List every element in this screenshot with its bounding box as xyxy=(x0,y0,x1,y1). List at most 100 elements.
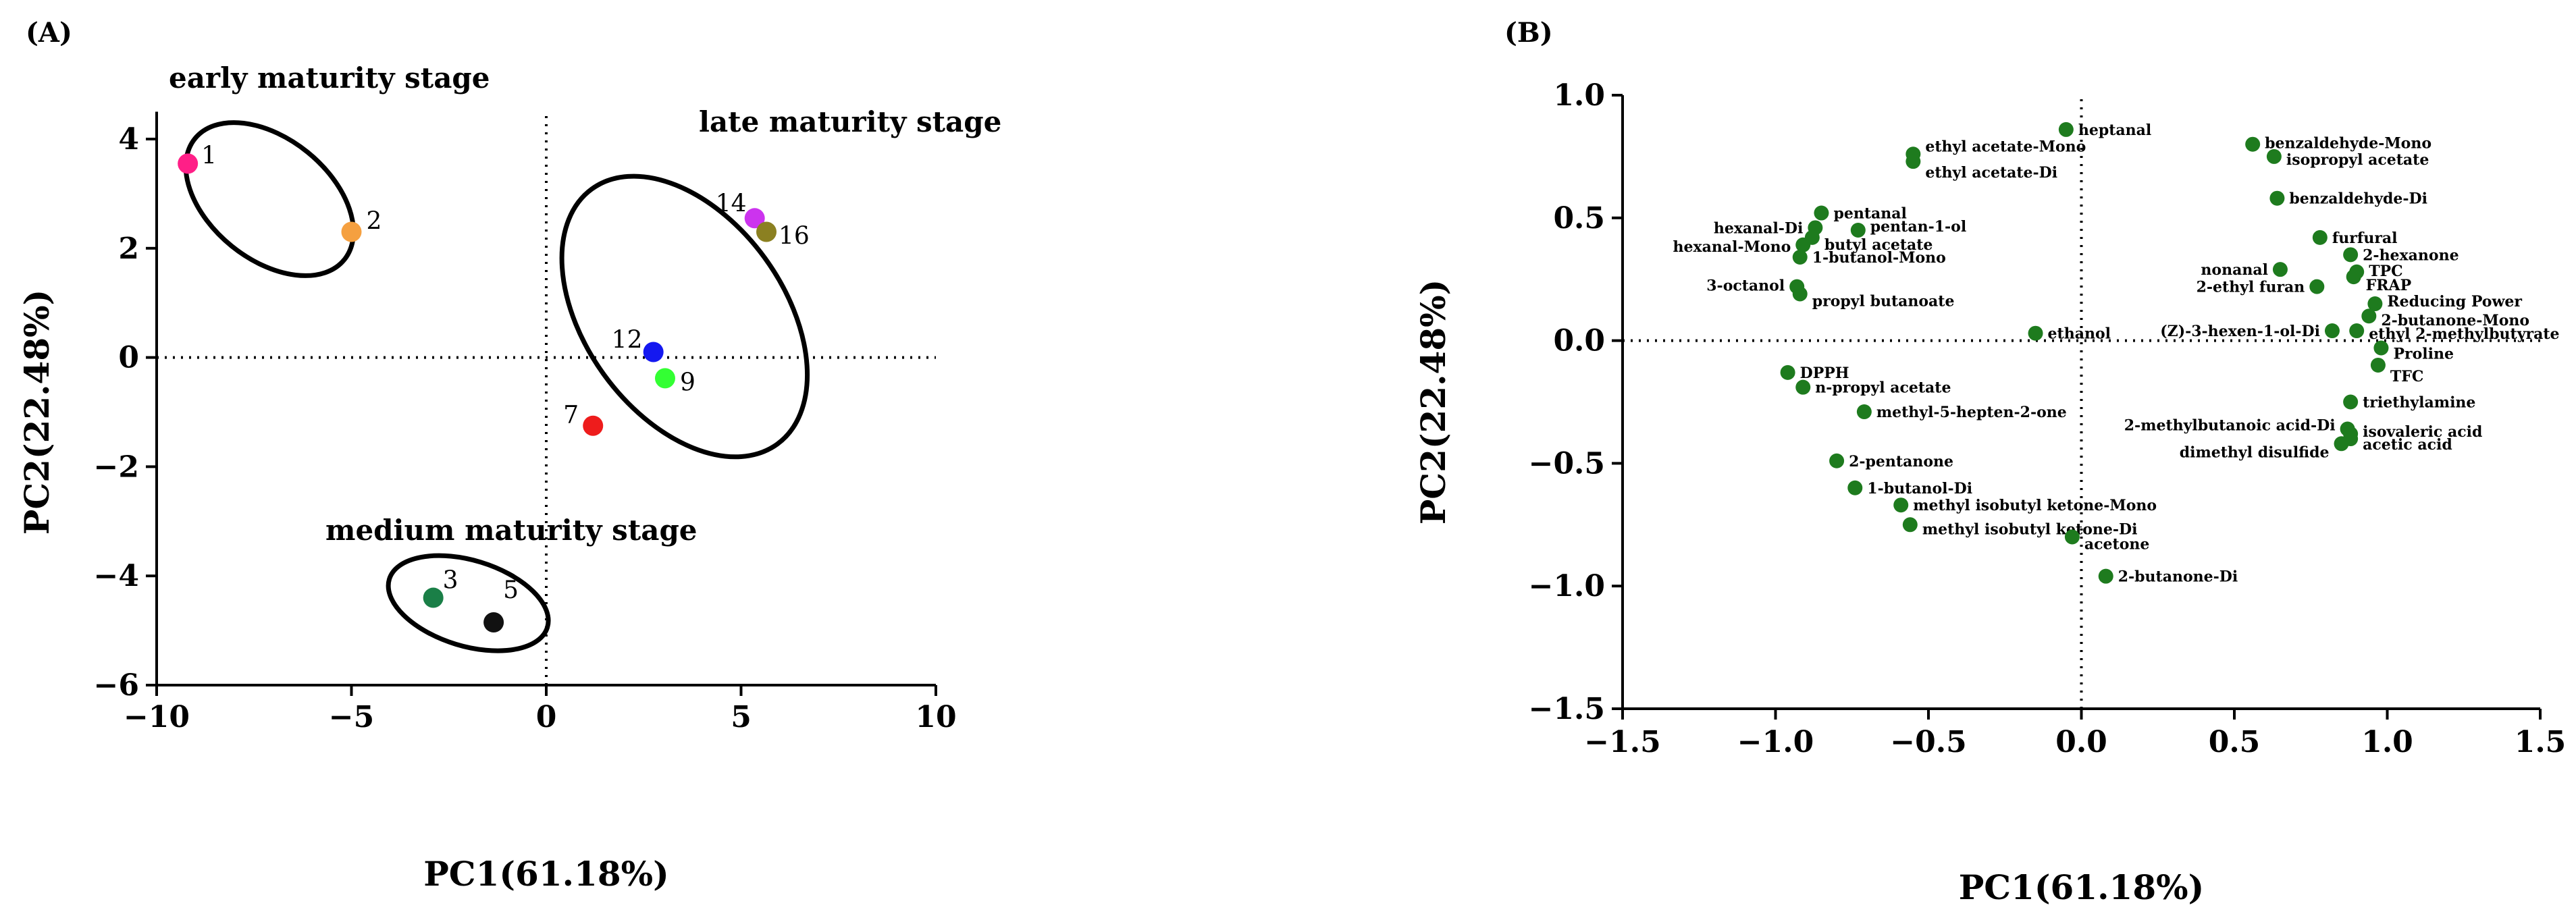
loading-point-methyl-5-hepten-2-one xyxy=(1856,404,1872,420)
loading-label-tpc: TPC xyxy=(2369,263,2402,280)
loading-point-2-butanone-di xyxy=(2098,568,2113,584)
sample-point-9 xyxy=(654,368,675,389)
loading-label-frap: FRAP xyxy=(2366,277,2412,294)
y-axis-title: PC2(22.48%) xyxy=(17,290,57,535)
late-maturity-stage-ellipse xyxy=(559,173,810,460)
loading-label-ethyl-acetate-di: ethyl acetate-Di xyxy=(1925,164,2057,182)
loading-label-2-ethyl-furan: 2-ethyl furan xyxy=(2197,279,2305,296)
loading-label-methyl-isobutyl-ketone-di: methyl isobutyl ketone-Di xyxy=(1922,520,2138,538)
loading-label-proline: Proline xyxy=(2393,346,2454,363)
loading-label-pentanal: pentanal xyxy=(1833,205,1906,223)
loading-plot-panel: (B) −1.5 −1.0 −0.5 0.0 0.5 1.0 1.5 −1.5 −1.0 −0.5 0… xyxy=(1413,17,2566,907)
x-tick-label: −10 xyxy=(124,700,190,734)
score-plot-panel: (A) −10 −5 0 5 10 −6 −4 −2 0 2 4 PC1(61.18%) PC2(22.4… xyxy=(17,17,1001,894)
x-tick-label: 5 xyxy=(731,700,752,734)
loading-label-ethyl-acetate-mono: ethyl acetate-Mono xyxy=(1925,138,2086,155)
y-tick-label: 2 xyxy=(118,232,139,266)
sample-label-9: 9 xyxy=(680,369,695,396)
loading-point-ethanol xyxy=(2028,325,2043,341)
loading-point-2-butanone-mono xyxy=(2361,308,2377,324)
loading-point-z-3-hexen-1-ol-di xyxy=(2324,323,2340,339)
y-tick-label: 1.0 xyxy=(1553,78,1605,113)
loading-label-benzaldehyde-di: benzaldehyde-Di xyxy=(2289,190,2427,208)
loading-label-pentan-1-ol: pentan-1-ol xyxy=(1870,218,1966,236)
x-tick-label: −0.5 xyxy=(1890,725,1966,759)
loading-point-frap xyxy=(2346,269,2361,285)
loading-label-2-butanone-mono: 2-butanone-Mono xyxy=(2381,312,2529,329)
sample-label-14: 14 xyxy=(716,190,747,217)
loading-point-1-butanol-di xyxy=(1847,480,1863,495)
loading-label-acetone: acetone xyxy=(2084,535,2149,553)
loading-label-methyl-isobutyl-ketone-mono: methyl isobutyl ketone-Mono xyxy=(1913,497,2157,514)
sample-label-12: 12 xyxy=(612,327,643,354)
x-tick-label: 0.5 xyxy=(2209,725,2261,759)
loading-point-ethyl-2-methylbutyrate xyxy=(2349,323,2365,339)
loading-label-dimethyl-disulfide: dimethyl disulfide xyxy=(2180,443,2330,461)
loading-point-pentanal xyxy=(1814,205,1829,221)
x-axis-title: PC1(61.18%) xyxy=(1959,867,2205,907)
loading-label-acetic-acid: acetic acid xyxy=(2363,436,2452,454)
loading-label-benzaldehyde-mono: benzaldehyde-Mono xyxy=(2265,135,2432,153)
x-tick-label: 0 xyxy=(536,700,557,734)
sample-point-14 xyxy=(744,208,765,229)
loading-label-3-octanol: 3-octanol xyxy=(1706,277,1785,295)
loading-point-nonanal xyxy=(2272,262,2288,277)
loading-point-proline xyxy=(2373,340,2389,356)
x-tick-label: −1.0 xyxy=(1737,725,1814,759)
loading-label-2-methylbutanoic-acid-di: 2-methylbutanoic acid-Di xyxy=(2124,416,2336,434)
loading-label-isopropyl-acetate: isopropyl acetate xyxy=(2286,151,2429,169)
loading-label-dpph: DPPH xyxy=(1800,364,1849,382)
loading-point-methyl-isobutyl-ketone-di xyxy=(1902,517,1918,533)
loading-label-2-pentanone: 2-pentanone xyxy=(1849,453,1953,470)
loading-label-ethyl-2-methylbutyrate: ethyl 2-methylbutyrate xyxy=(2369,325,2559,343)
loading-label-propyl-butanoate: propyl butanoate xyxy=(1812,293,1955,310)
y-tick-label: −2 xyxy=(94,450,139,484)
sample-label-1: 1 xyxy=(201,142,217,169)
loading-label-methyl-5-hepten-2-one: methyl-5-hepten-2-one xyxy=(1876,404,2067,421)
sample-point-1 xyxy=(178,153,199,174)
y-tick-label: −4 xyxy=(94,559,139,593)
panel-b-label: (B) xyxy=(1504,17,1553,49)
loading-label-butyl-acetate: butyl acetate xyxy=(1824,236,1933,254)
x-tick-label: −5 xyxy=(329,700,374,734)
y-tick-label: −6 xyxy=(94,668,139,703)
y-tick-label: −1.0 xyxy=(1529,569,1605,603)
sample-point-5 xyxy=(483,612,504,632)
loading-point-benzaldehyde-mono xyxy=(2245,136,2261,152)
sample-label-2: 2 xyxy=(367,208,382,236)
loading-point-butyl-acetate xyxy=(1804,230,1820,245)
y-tick-label: 0.5 xyxy=(1553,201,1605,236)
x-tick-label: 1.0 xyxy=(2361,725,2413,759)
loading-label-ethanol: ethanol xyxy=(2048,325,2111,343)
loading-label-heptanal: heptanal xyxy=(2078,122,2151,139)
loading-label-triethylamine: triethylamine xyxy=(2363,394,2475,412)
medium-maturity-stage-ellipse xyxy=(386,553,551,653)
x-tick-label: 1.5 xyxy=(2515,725,2567,759)
loading-point-benzaldehyde-di xyxy=(2269,190,2285,206)
y-tick-label: 0 xyxy=(118,341,139,375)
x-tick-label: −1.5 xyxy=(1584,725,1660,759)
loading-label-isovaleric-acid: isovaleric acid xyxy=(2363,423,2482,441)
loading-point-ethyl-acetate-di xyxy=(1905,154,1921,169)
sample-point-3 xyxy=(423,587,444,608)
early-maturity-stage-ellipse xyxy=(183,120,356,278)
loading-point-2-hexanone xyxy=(2343,247,2359,263)
loading-point-isopropyl-acetate xyxy=(2266,148,2282,164)
sample-label-16: 16 xyxy=(779,223,810,250)
loading-label-1-butanol-di: 1-butanol-Di xyxy=(1867,480,1972,497)
loading-point-methyl-isobutyl-ketone-mono xyxy=(1893,497,1909,513)
loading-label-1-butanol-mono: 1-butanol-Mono xyxy=(1812,249,1946,267)
x-tick-label: 0.0 xyxy=(2055,725,2107,759)
x-axis-title: PC1(61.18%) xyxy=(423,854,669,894)
sample-point-2 xyxy=(341,221,362,242)
loading-point-triethylamine xyxy=(2343,394,2359,410)
loading-point-n-propyl-acetate xyxy=(1795,379,1811,395)
sample-point-12 xyxy=(643,342,664,362)
loading-point-2-pentanone xyxy=(1829,453,1845,468)
late-maturity-stage-label: late maturity stage xyxy=(699,105,1001,138)
y-tick-label: −1.5 xyxy=(1529,692,1605,726)
y-tick-label: 4 xyxy=(118,122,139,157)
loading-label-2-hexanone: 2-hexanone xyxy=(2363,246,2459,264)
sample-label-7: 7 xyxy=(563,402,579,429)
sample-label-3: 3 xyxy=(443,567,458,595)
